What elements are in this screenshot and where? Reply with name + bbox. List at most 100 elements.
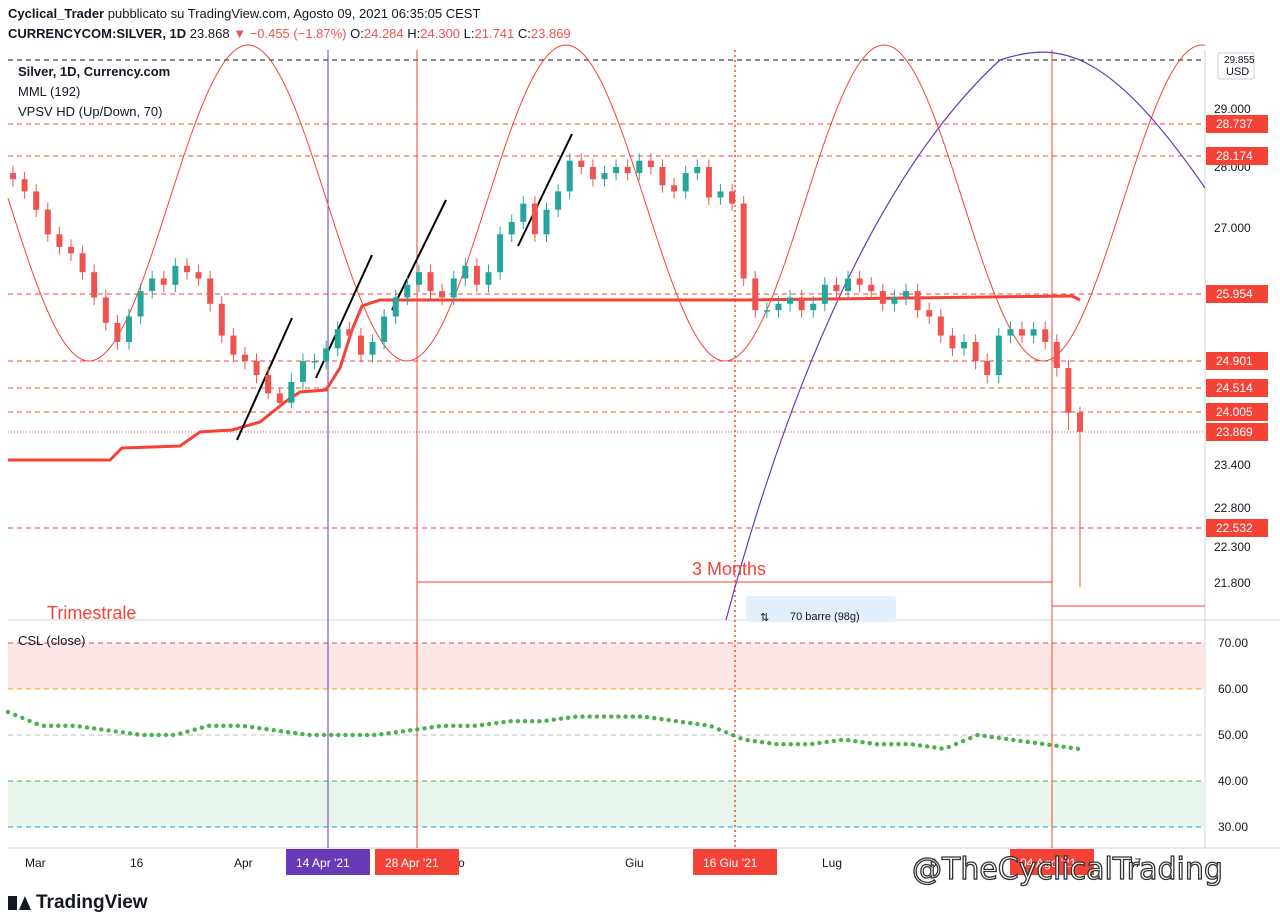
candle-body[interactable]	[241, 354, 248, 362]
candle-body[interactable]	[694, 167, 701, 174]
candle-body[interactable]	[1065, 368, 1072, 413]
candle-body[interactable]	[1019, 329, 1026, 336]
main-pane[interactable]	[8, 50, 1205, 620]
candle-body[interactable]	[578, 160, 585, 167]
candle-body[interactable]	[949, 335, 956, 349]
candle-body[interactable]	[392, 297, 399, 317]
candle-body[interactable]	[682, 173, 689, 192]
candle-body[interactable]	[763, 310, 770, 312]
candle-body[interactable]	[659, 167, 666, 186]
candle-body[interactable]	[485, 272, 492, 285]
candle-body[interactable]	[821, 284, 828, 304]
candle-body[interactable]	[903, 291, 910, 298]
candle-body[interactable]	[717, 191, 724, 198]
candle-body[interactable]	[740, 203, 747, 279]
candle-body[interactable]	[671, 185, 678, 192]
candle-body[interactable]	[415, 272, 422, 285]
candle-body[interactable]	[995, 335, 1002, 376]
candle-body[interactable]	[276, 393, 283, 403]
candle-body[interactable]	[207, 278, 214, 304]
candle-body[interactable]	[404, 284, 411, 298]
candle-body[interactable]	[67, 246, 74, 254]
candle-body[interactable]	[601, 173, 608, 180]
indicator-csl[interactable]: CSL (close)	[18, 633, 85, 648]
candle-body[interactable]	[299, 361, 306, 382]
candle-body[interactable]	[972, 341, 979, 362]
time-axis[interactable]: Mar 16 Apr o Giu Lug 6 17	[25, 856, 1142, 870]
candle-body[interactable]	[265, 375, 272, 394]
candle-body[interactable]	[1077, 412, 1083, 432]
candle-body[interactable]	[1053, 341, 1060, 369]
candle-body[interactable]	[961, 341, 968, 349]
candle-body[interactable]	[439, 291, 446, 298]
candle-body[interactable]	[1007, 329, 1014, 336]
candle-body[interactable]	[33, 191, 40, 210]
candle-body[interactable]	[160, 278, 167, 285]
candle-body[interactable]	[531, 203, 538, 235]
candle-body[interactable]	[56, 234, 63, 247]
candle-body[interactable]	[647, 160, 654, 167]
candle-body[interactable]	[1030, 329, 1037, 336]
candle-body[interactable]	[462, 265, 469, 279]
price-axis[interactable]: 29.00028.00027.00023.40022.80022.30021.8…	[1214, 102, 1251, 590]
candle-body[interactable]	[357, 335, 364, 355]
candle-body[interactable]	[729, 191, 736, 204]
candle-body[interactable]	[798, 297, 805, 311]
candle-body[interactable]	[624, 167, 631, 174]
candle-body[interactable]	[44, 209, 51, 235]
candle-body[interactable]	[589, 167, 596, 180]
candle-body[interactable]	[369, 341, 376, 355]
candle-body[interactable]	[845, 278, 852, 292]
candle-body[interactable]	[810, 303, 817, 311]
candle-body[interactable]	[566, 160, 573, 192]
candle-body[interactable]	[102, 297, 109, 323]
candle-body[interactable]	[833, 284, 840, 292]
candle-body[interactable]	[172, 265, 179, 285]
candle-body[interactable]	[891, 297, 898, 304]
candle-body[interactable]	[91, 272, 98, 298]
candle-body[interactable]	[555, 191, 562, 210]
candle-body[interactable]	[613, 167, 620, 174]
candle-body[interactable]	[543, 209, 550, 235]
author-name[interactable]: Cyclical_Trader	[8, 6, 105, 21]
candle-body[interactable]	[868, 284, 875, 292]
candle-body[interactable]	[473, 265, 480, 285]
candle-body[interactable]	[21, 179, 28, 192]
candle-body[interactable]	[288, 382, 295, 403]
candle-body[interactable]	[497, 234, 504, 273]
indicator-mml[interactable]: MML (192)	[18, 84, 80, 99]
candle-body[interactable]	[914, 291, 921, 311]
candle-body[interactable]	[427, 272, 434, 292]
candle-body[interactable]	[705, 167, 712, 198]
candle-body[interactable]	[775, 303, 782, 311]
candle-body[interactable]	[381, 316, 388, 342]
candle-body[interactable]	[183, 265, 190, 273]
candle-body[interactable]	[311, 361, 318, 363]
candle-body[interactable]	[508, 221, 515, 235]
candle-body[interactable]	[752, 278, 759, 311]
candle-body[interactable]	[1042, 329, 1049, 342]
candle-body[interactable]	[218, 303, 225, 336]
currency-box[interactable]	[1217, 52, 1255, 80]
osc-axis[interactable]: 70.00 60.00 50.00 40.00 30.00	[1218, 636, 1248, 834]
candle-body[interactable]	[450, 278, 457, 298]
candle-body[interactable]	[346, 329, 353, 336]
candle-body[interactable]	[787, 297, 794, 304]
tradingview-logo[interactable]: TradingView	[8, 892, 148, 914]
candle-body[interactable]	[137, 291, 144, 317]
candle-body[interactable]	[636, 160, 643, 174]
series-title[interactable]: Silver, 1D, Currency.com	[18, 64, 170, 79]
candle-body[interactable]	[334, 329, 341, 349]
candle-body[interactable]	[195, 272, 202, 279]
candle-body[interactable]	[984, 361, 991, 376]
candle-body[interactable]	[856, 278, 863, 285]
candle-body[interactable]	[926, 310, 933, 317]
candle-body[interactable]	[520, 203, 527, 222]
candle-body[interactable]	[114, 322, 121, 342]
indicator-vpsv[interactable]: VPSV HD (Up/Down, 70)	[18, 104, 163, 119]
candle-body[interactable]	[149, 278, 156, 292]
candle-body[interactable]	[253, 361, 260, 376]
candle-body[interactable]	[230, 335, 237, 355]
candle-body[interactable]	[125, 316, 132, 342]
